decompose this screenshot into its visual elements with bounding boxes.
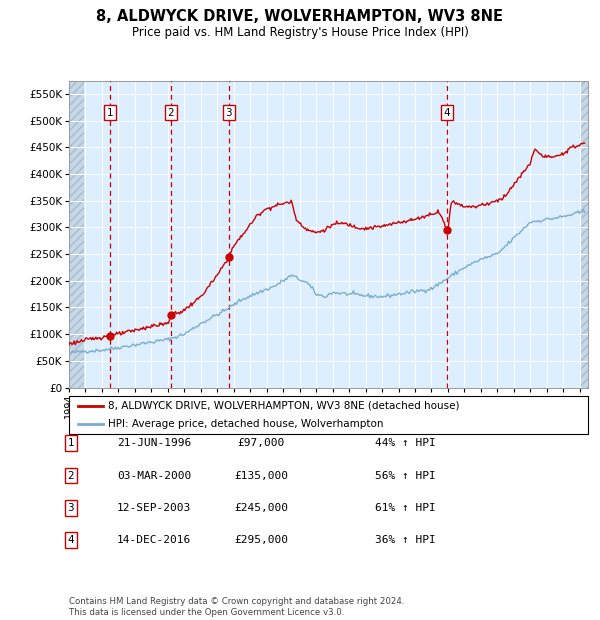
- Text: Contains HM Land Registry data © Crown copyright and database right 2024.
This d: Contains HM Land Registry data © Crown c…: [69, 598, 404, 617]
- Text: 8, ALDWYCK DRIVE, WOLVERHAMPTON, WV3 8NE (detached house): 8, ALDWYCK DRIVE, WOLVERHAMPTON, WV3 8NE…: [108, 401, 460, 411]
- Text: 21-JUN-1996: 21-JUN-1996: [117, 438, 191, 448]
- Text: £97,000: £97,000: [238, 438, 284, 448]
- Text: 1: 1: [67, 438, 74, 448]
- Text: 03-MAR-2000: 03-MAR-2000: [117, 471, 191, 480]
- Text: 4: 4: [444, 108, 451, 118]
- Text: £135,000: £135,000: [234, 471, 288, 480]
- Text: 3: 3: [67, 503, 74, 513]
- Text: 36% ↑ HPI: 36% ↑ HPI: [375, 535, 436, 545]
- Bar: [581, 81, 588, 388]
- Text: 12-SEP-2003: 12-SEP-2003: [117, 503, 191, 513]
- Text: 8, ALDWYCK DRIVE, WOLVERHAMPTON, WV3 8NE: 8, ALDWYCK DRIVE, WOLVERHAMPTON, WV3 8NE: [97, 9, 503, 24]
- Bar: [69, 81, 84, 388]
- Text: 3: 3: [226, 108, 232, 118]
- Text: 2: 2: [67, 471, 74, 480]
- Text: 61% ↑ HPI: 61% ↑ HPI: [375, 503, 436, 513]
- Text: Price paid vs. HM Land Registry's House Price Index (HPI): Price paid vs. HM Land Registry's House …: [131, 26, 469, 39]
- Text: 1: 1: [106, 108, 113, 118]
- Text: £245,000: £245,000: [234, 503, 288, 513]
- Text: £295,000: £295,000: [234, 535, 288, 545]
- Text: HPI: Average price, detached house, Wolverhampton: HPI: Average price, detached house, Wolv…: [108, 419, 383, 430]
- Text: 2: 2: [167, 108, 174, 118]
- Text: 4: 4: [67, 535, 74, 545]
- Text: 14-DEC-2016: 14-DEC-2016: [117, 535, 191, 545]
- Text: 56% ↑ HPI: 56% ↑ HPI: [375, 471, 436, 480]
- Text: 44% ↑ HPI: 44% ↑ HPI: [375, 438, 436, 448]
